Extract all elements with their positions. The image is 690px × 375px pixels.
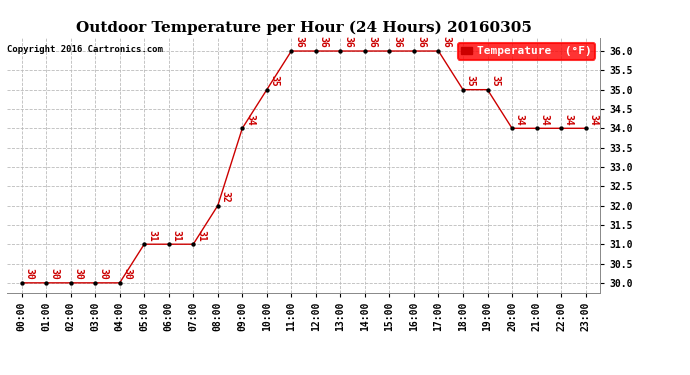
Point xyxy=(262,87,273,93)
Text: 36: 36 xyxy=(441,36,451,48)
Text: 30: 30 xyxy=(98,268,108,280)
Point xyxy=(482,87,493,93)
Point xyxy=(16,280,27,286)
Point xyxy=(335,48,346,54)
Point xyxy=(531,125,542,131)
Point xyxy=(164,241,175,247)
Text: 35: 35 xyxy=(466,75,476,87)
Text: 30: 30 xyxy=(24,268,34,280)
Point xyxy=(65,280,76,286)
Text: 36: 36 xyxy=(368,36,377,48)
Point xyxy=(90,280,101,286)
Point xyxy=(213,202,224,208)
Text: 36: 36 xyxy=(392,36,402,48)
Point xyxy=(310,48,322,54)
Text: 36: 36 xyxy=(319,36,328,48)
Text: 34: 34 xyxy=(589,114,598,126)
Point xyxy=(555,125,566,131)
Point xyxy=(433,48,444,54)
Point xyxy=(580,125,591,131)
Text: Copyright 2016 Cartronics.com: Copyright 2016 Cartronics.com xyxy=(7,45,163,54)
Point xyxy=(506,125,518,131)
Text: 31: 31 xyxy=(172,230,181,242)
Point xyxy=(286,48,297,54)
Text: 32: 32 xyxy=(221,191,230,203)
Text: 34: 34 xyxy=(540,114,549,126)
Text: 36: 36 xyxy=(417,36,426,48)
Point xyxy=(41,280,52,286)
Text: 35: 35 xyxy=(270,75,279,87)
Text: 35: 35 xyxy=(491,75,500,87)
Text: 36: 36 xyxy=(343,36,353,48)
Point xyxy=(139,241,150,247)
Point xyxy=(408,48,420,54)
Point xyxy=(237,125,248,131)
Text: 31: 31 xyxy=(196,230,206,242)
Text: 31: 31 xyxy=(147,230,157,242)
Point xyxy=(114,280,125,286)
Point xyxy=(188,241,199,247)
Text: 30: 30 xyxy=(122,268,132,280)
Title: Outdoor Temperature per Hour (24 Hours) 20160305: Outdoor Temperature per Hour (24 Hours) … xyxy=(76,21,531,35)
Text: 34: 34 xyxy=(564,114,574,126)
Point xyxy=(384,48,395,54)
Text: 34: 34 xyxy=(515,114,525,126)
Point xyxy=(457,87,469,93)
Legend: Temperature  (°F): Temperature (°F) xyxy=(457,43,595,60)
Text: 36: 36 xyxy=(294,36,304,48)
Text: 30: 30 xyxy=(49,268,59,280)
Text: 30: 30 xyxy=(73,268,83,280)
Point xyxy=(359,48,371,54)
Text: 34: 34 xyxy=(245,114,255,126)
